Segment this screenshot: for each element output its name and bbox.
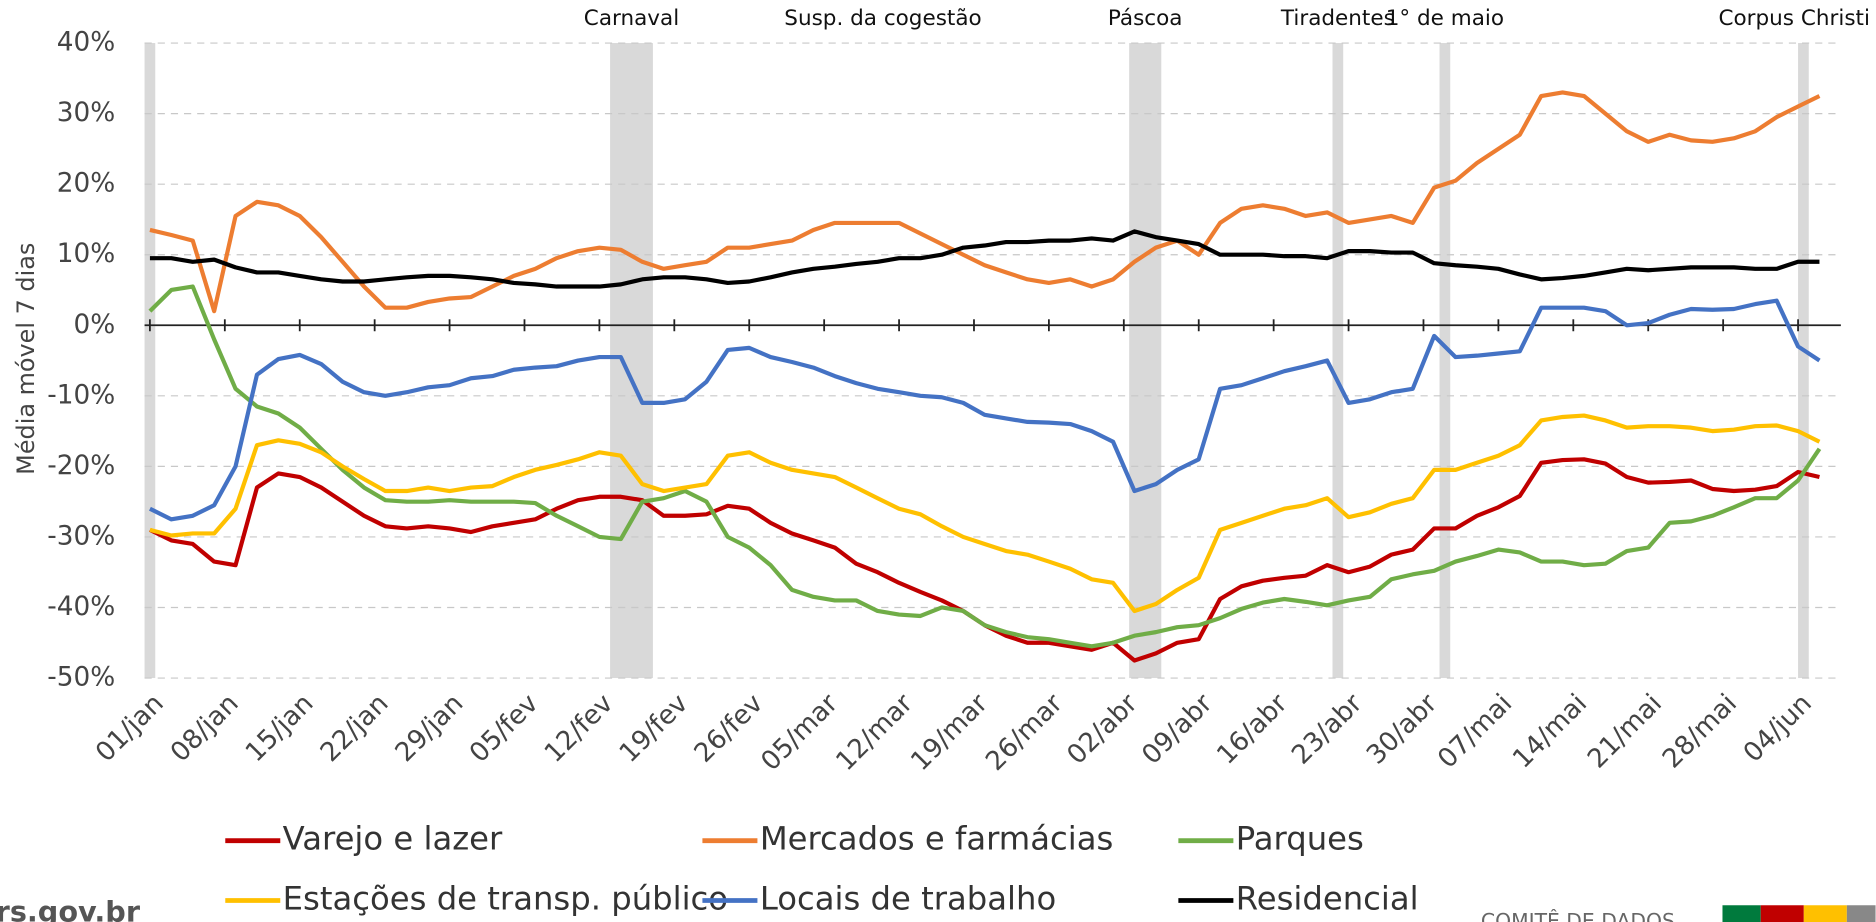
- annotation-label: Carnaval: [584, 6, 679, 31]
- x-tick-label: 07/mai: [1432, 689, 1518, 775]
- x-tick-label: 22/jan: [315, 689, 394, 768]
- footer-org: COMITÊ DE DADOS: [1481, 908, 1675, 922]
- flag-green: [1722, 905, 1761, 922]
- annotation-label: Páscoa: [1108, 6, 1183, 31]
- bands: [144, 43, 1809, 679]
- series-line: [149, 229, 1820, 289]
- legend-label: Residencial: [1236, 879, 1419, 917]
- holiday-band: [1332, 43, 1344, 679]
- holiday-band: [1129, 43, 1162, 679]
- legend-label: Mercados e farmácias: [760, 820, 1113, 858]
- x-tick-label: 14/mai: [1507, 689, 1593, 775]
- x-tick-label: 04/jun: [1738, 689, 1818, 769]
- x-tick-label: 16/abr: [1211, 688, 1293, 770]
- grid: [144, 42, 1841, 679]
- y-tick-label: 30%: [57, 98, 115, 128]
- series-line: [149, 298, 1821, 522]
- x-tick-label: 09/abr: [1137, 688, 1219, 770]
- x-tick-label: 01/jan: [90, 689, 169, 768]
- holiday-band: [144, 43, 156, 679]
- x-tick-label: 26/mar: [980, 688, 1068, 776]
- y-tick-label: -40%: [47, 592, 115, 622]
- series-line: [148, 284, 1822, 649]
- flag-red: [1760, 905, 1804, 922]
- holiday-band: [610, 43, 653, 679]
- legend-label: Locais de trabalho: [760, 879, 1056, 917]
- holiday-band: [1798, 43, 1809, 679]
- x-tick-label: 05/mar: [756, 688, 844, 776]
- x-tick-label: 12/fev: [539, 689, 619, 769]
- x-tick-label: 02/abr: [1062, 688, 1144, 770]
- y-tick-label: -20%: [47, 451, 115, 481]
- y-tick-label: -10%: [47, 380, 115, 410]
- x-tick-label: 15/jan: [240, 689, 319, 768]
- holiday-band: [1439, 43, 1451, 679]
- x-tick-label: 29/jan: [390, 689, 469, 768]
- footer-site: rs.gov.br: [0, 895, 141, 922]
- x-tick-label: 19/fev: [614, 689, 694, 769]
- x-tick-label: 28/mai: [1657, 689, 1743, 775]
- x-tick-label: 19/mar: [906, 688, 994, 776]
- y-tick-label: 10%: [57, 239, 115, 269]
- y-tick-label: -30%: [47, 521, 115, 551]
- annotation-label: Corpus Christi: [1718, 6, 1869, 31]
- annotation-label: Tiradentes: [1280, 6, 1395, 31]
- y-tick-label: -50%: [47, 663, 115, 693]
- lines: [148, 90, 1822, 663]
- x-tick-label: 12/mar: [831, 688, 919, 776]
- y-tick-label: 0%: [74, 310, 116, 340]
- x-tick-label: 05/fev: [464, 689, 544, 769]
- x-tick-label: 30/abr: [1361, 688, 1443, 770]
- x-tick-label: 08/jan: [165, 689, 244, 768]
- y-tick-label: 40%: [57, 28, 115, 58]
- x-tick-label: 21/mai: [1582, 689, 1668, 775]
- flag-gray: [1846, 905, 1876, 922]
- x-tick-label: 23/abr: [1286, 688, 1368, 770]
- series-line: [149, 90, 1821, 314]
- annotation-label: 1° de maio: [1386, 6, 1504, 31]
- legend-label: Varejo e lazer: [283, 820, 503, 858]
- y-tick-label: 20%: [57, 169, 115, 199]
- annotation-label: Susp. da cogestão: [784, 6, 981, 31]
- y-axis-label: Média móvel 7 dias: [12, 243, 40, 475]
- flag-yellow: [1803, 905, 1847, 922]
- legend-label: Parques: [1236, 820, 1364, 858]
- series-line: [149, 413, 1821, 614]
- legend-label: Estações de transp. público: [283, 879, 728, 917]
